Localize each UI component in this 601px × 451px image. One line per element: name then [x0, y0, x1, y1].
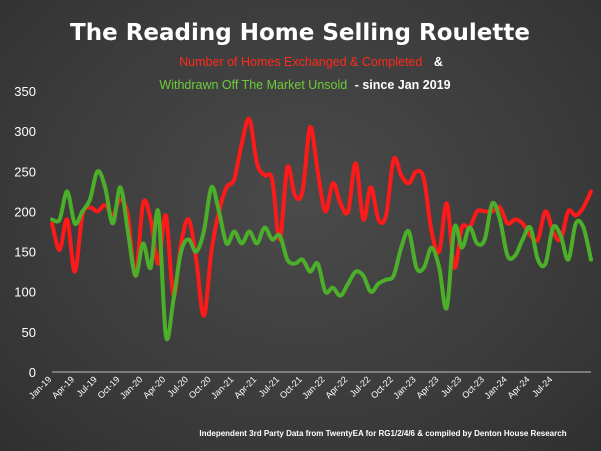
source-note: Independent 3rd Party Data from TwentyEA… [199, 429, 566, 438]
y-axis: 0 50 100 150 200 250 300 350 [14, 84, 36, 380]
series-group [50, 116, 593, 341]
x-tick-label: Oct-23 [460, 374, 486, 400]
chart-title: The Reading Home Selling Roulette [70, 20, 530, 46]
y-tick-label: 350 [14, 84, 36, 99]
chart-subtitle-line1: Number of Homes Exchanged & Completed & [179, 55, 443, 69]
x-tick-label: Apr-21 [232, 374, 258, 400]
subtitle-suffix: - since Jan 2019 [355, 78, 451, 92]
x-tick-label: Jul-20 [166, 374, 190, 398]
x-tick-label: Oct-19 [96, 374, 122, 400]
x-tick-label: Apr-23 [414, 374, 440, 400]
x-tick-label: Jan-22 [300, 374, 327, 401]
series-line-exchanged-completed [50, 116, 593, 318]
y-tick-label: 150 [14, 245, 36, 260]
y-tick-label: 100 [14, 285, 36, 300]
x-tick-label: Oct-20 [187, 374, 213, 400]
chart-subtitle-line2: Withdrawn Off The Market Unsold - since … [159, 78, 450, 92]
x-tick-label: Jan-20 [118, 374, 145, 401]
x-tick-label: Apr-19 [50, 374, 76, 400]
x-tick-label: Jan-21 [209, 374, 236, 401]
x-tick-label: Jul-22 [348, 374, 372, 398]
subtitle-red-part: Number of Homes Exchanged & Completed [179, 55, 422, 69]
x-tick-label: Jul-24 [530, 374, 554, 398]
y-tick-label: 50 [22, 325, 36, 340]
y-tick-label: 0 [29, 365, 36, 380]
x-tick-label: Apr-22 [323, 374, 349, 400]
x-tick-label: Jul-19 [75, 374, 99, 398]
x-axis: Jan-19Apr-19Jul-19Oct-19Jan-20Apr-20Jul-… [27, 371, 591, 401]
y-tick-label: 300 [14, 124, 36, 139]
x-tick-label: Jul-23 [439, 374, 463, 398]
subtitle-ampersand: & [434, 55, 443, 69]
x-tick-label: Oct-22 [369, 374, 395, 400]
x-tick-label: Apr-20 [141, 374, 167, 400]
x-tick-label: Apr-24 [506, 374, 532, 400]
x-tick-label: Jan-23 [391, 374, 418, 401]
series-line-withdrawn [50, 169, 593, 341]
subtitle-green-part: Withdrawn Off The Market Unsold [159, 78, 347, 92]
x-tick-label: Oct-21 [278, 374, 304, 400]
y-tick-label: 250 [14, 164, 36, 179]
y-tick-label: 200 [14, 204, 36, 219]
x-tick-label: Jan-24 [482, 374, 509, 401]
x-tick-label: Jul-21 [257, 374, 281, 398]
